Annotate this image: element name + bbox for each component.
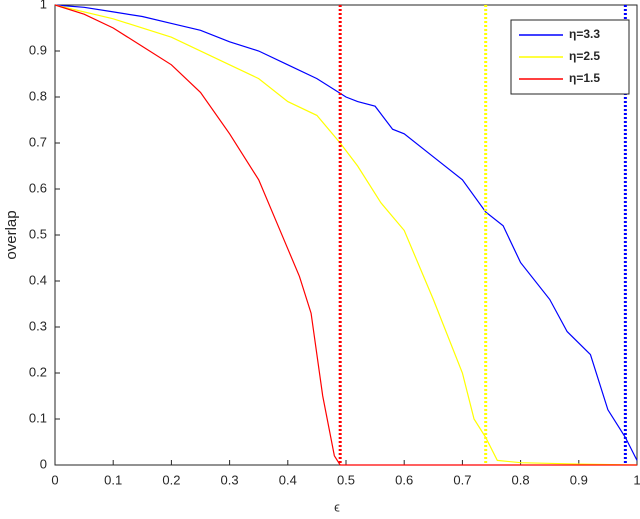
y-tick-label: 0.9 bbox=[29, 42, 47, 57]
x-tick-label: 0.2 bbox=[162, 472, 180, 487]
y-tick-label: 0.3 bbox=[29, 318, 47, 333]
y-tick-label: 0.1 bbox=[29, 410, 47, 425]
y-tick-label: 0.8 bbox=[29, 88, 47, 103]
x-tick-label: 0.9 bbox=[570, 472, 588, 487]
x-tick-label: 0.4 bbox=[279, 472, 297, 487]
x-tick-label: 0.6 bbox=[395, 472, 413, 487]
line bbox=[54, 4, 638, 461]
x-axis-label: ϵ bbox=[334, 499, 340, 514]
y-tick-label: 0 bbox=[40, 456, 47, 471]
x-tick-label: 0.8 bbox=[512, 472, 530, 487]
x-tick-label: 0.7 bbox=[453, 472, 471, 487]
x-tick-label: 0.3 bbox=[221, 472, 239, 487]
y-tick-label: 0.4 bbox=[29, 272, 47, 287]
x-tick-label: 0.5 bbox=[337, 472, 355, 487]
legend-label: η=2.5 bbox=[569, 49, 600, 63]
x-tick-label: 0 bbox=[51, 472, 58, 487]
y-tick-label: 1 bbox=[40, 0, 47, 11]
x-tick-label: 0.1 bbox=[104, 472, 122, 487]
y-tick-label: 0.6 bbox=[29, 180, 47, 195]
y-tick-label: 0.2 bbox=[29, 364, 47, 379]
legend-label: η=1.5 bbox=[569, 71, 600, 85]
y-tick-label: 0.7 bbox=[29, 134, 47, 149]
y-tick-label: 0.5 bbox=[29, 226, 47, 241]
legend-label: η=3.3 bbox=[569, 27, 600, 41]
line bbox=[54, 4, 637, 466]
line bbox=[54, 4, 638, 466]
y-axis-label: overlap bbox=[3, 210, 20, 259]
x-tick-label: 1 bbox=[633, 472, 640, 487]
